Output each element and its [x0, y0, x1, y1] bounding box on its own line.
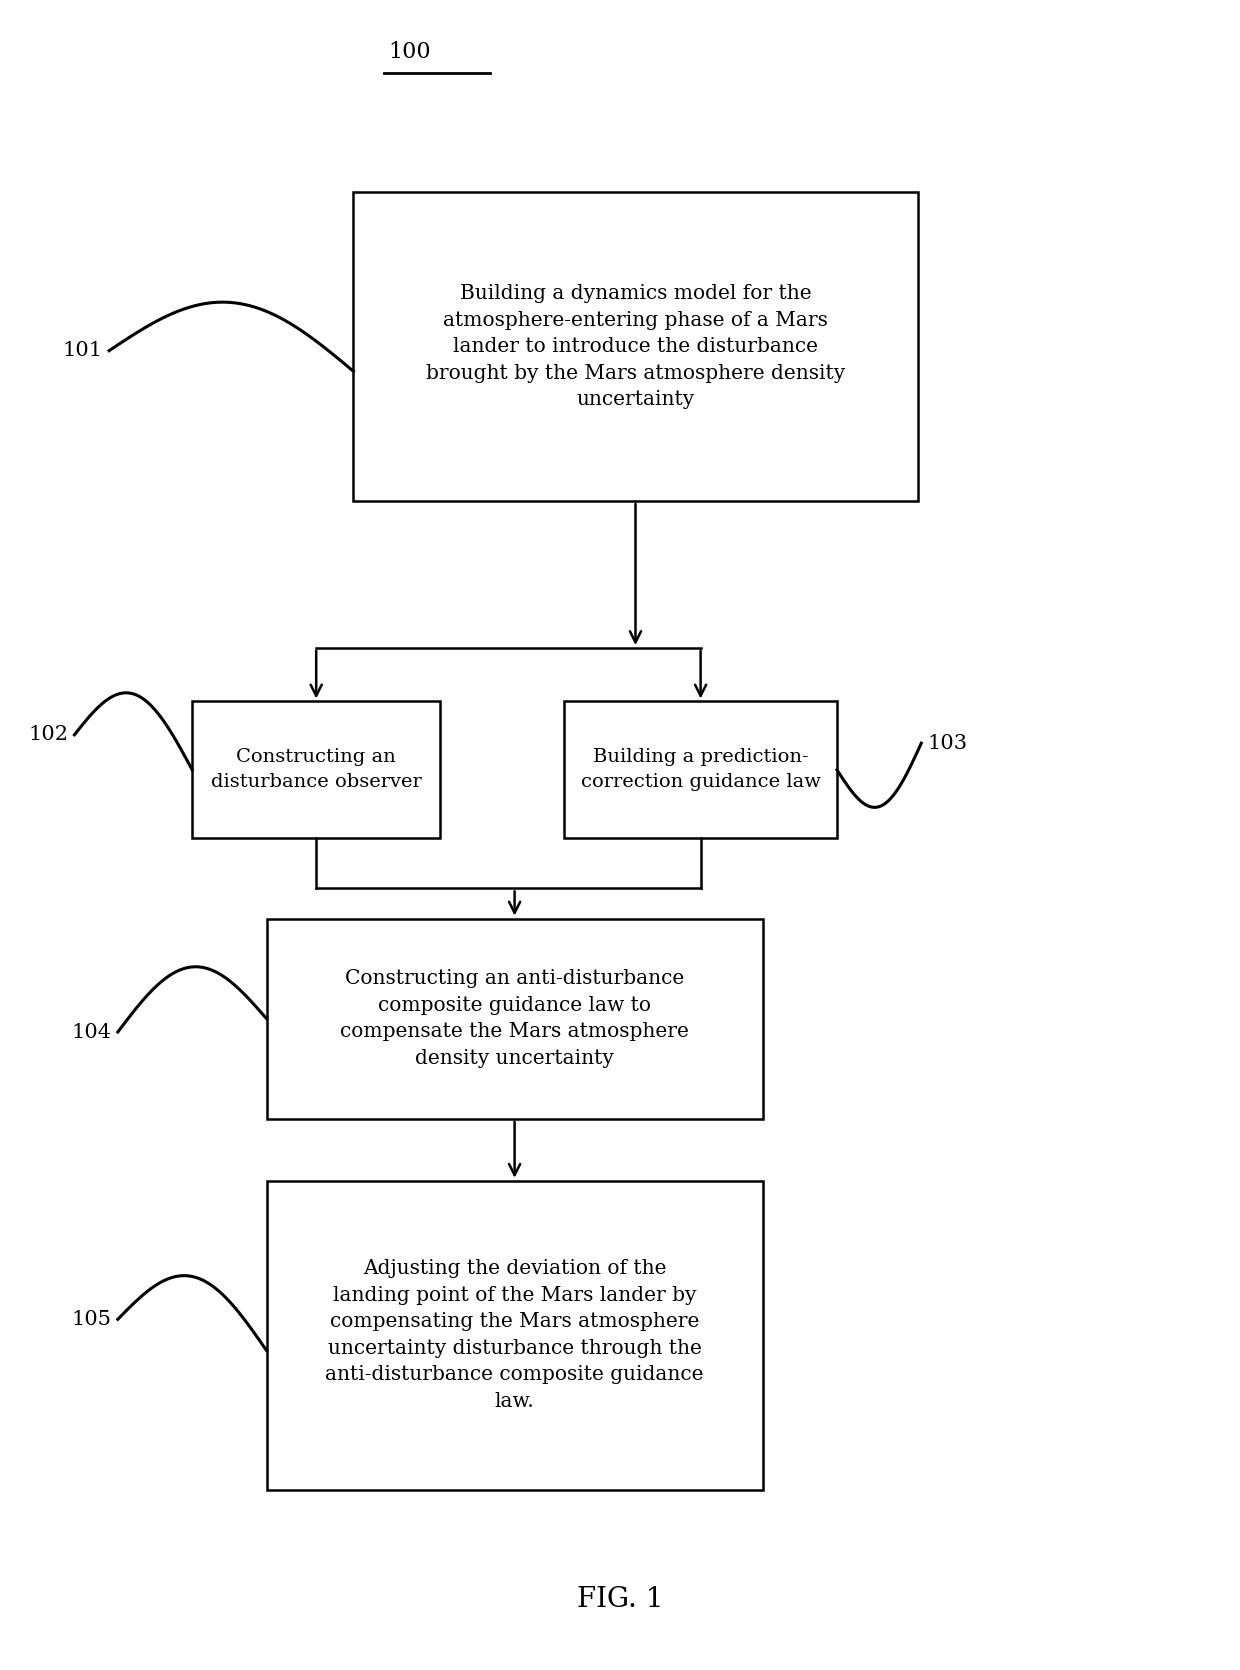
Bar: [267, 1181, 763, 1490]
Bar: [267, 919, 763, 1119]
Bar: [353, 192, 918, 501]
Text: 104: 104: [72, 1022, 112, 1042]
Text: Adjusting the deviation of the
landing point of the Mars lander by
compensating : Adjusting the deviation of the landing p…: [325, 1259, 704, 1411]
Text: 101: 101: [63, 341, 103, 361]
Text: Constructing an anti-disturbance
composite guidance law to
compensate the Mars a: Constructing an anti-disturbance composi…: [340, 970, 689, 1067]
Bar: [192, 701, 440, 838]
Text: Constructing an
disturbance observer: Constructing an disturbance observer: [211, 748, 422, 792]
Text: Building a dynamics model for the
atmosphere-entering phase of a Mars
lander to : Building a dynamics model for the atmosp…: [425, 284, 846, 409]
Text: 105: 105: [72, 1309, 112, 1329]
Text: 102: 102: [29, 725, 68, 745]
Text: FIG. 1: FIG. 1: [577, 1586, 663, 1613]
Text: Building a prediction-
correction guidance law: Building a prediction- correction guidan…: [580, 748, 821, 792]
Text: 100: 100: [388, 42, 430, 63]
Text: 103: 103: [928, 733, 967, 753]
Bar: [564, 701, 837, 838]
